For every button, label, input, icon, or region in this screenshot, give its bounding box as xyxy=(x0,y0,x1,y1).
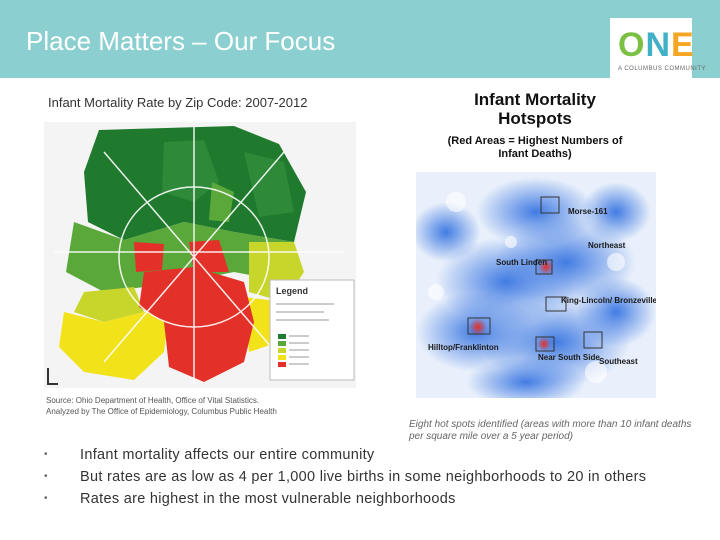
hotspots-title: Infant Mortality Hotspots xyxy=(420,90,650,128)
zip-code-map: Legend xyxy=(44,122,356,388)
list-item: • Infant mortality affects our entire com… xyxy=(44,444,704,466)
list-item: • But rates are as low as 4 per 1,000 liv… xyxy=(44,466,704,488)
hotspot-label-near-south: Near South Side xyxy=(538,353,600,362)
logo-text: ONE xyxy=(618,26,695,64)
bullet-text: Infant mortality affects our entire comm… xyxy=(80,447,375,463)
hotspot-label-morse: Morse-161 xyxy=(568,207,608,216)
bullet-icon: • xyxy=(44,471,48,482)
hotspot-map-graphic: Morse-161 Northeast South Linden King-Li… xyxy=(411,172,658,407)
hotspots-title-line1: Infant Mortality xyxy=(474,90,596,109)
hotspot-label-northeast: Northeast xyxy=(588,241,626,250)
header-banner: Place Matters – Our Focus xyxy=(0,0,720,78)
bullet-text: Rates are highest in the most vulnerable… xyxy=(80,491,456,507)
hotspot-label-hilltop: Hilltop/Franklinton xyxy=(428,343,499,352)
hotspots-subtitle: (Red Areas = Highest Numbers of Infant D… xyxy=(420,135,650,161)
map-source: Source: Ohio Department of Health, Offic… xyxy=(46,395,277,417)
bullet-icon: • xyxy=(44,493,48,504)
bullet-list: • Infant mortality affects our entire com… xyxy=(44,444,704,510)
map-source-line1: Source: Ohio Department of Health, Offic… xyxy=(46,396,260,405)
bullet-text: But rates are as low as 4 per 1,000 live… xyxy=(80,469,647,485)
hotspots-title-line2: Hotspots xyxy=(498,109,572,128)
slide-title: Place Matters – Our Focus xyxy=(26,26,336,56)
hotspots-subtitle-line2: Infant Deaths) xyxy=(498,148,572,160)
hotspot-label-king-lincoln: King-Lincoln/ Bronzeville xyxy=(561,296,656,305)
logo-subtext: A COLUMBUS COMMUNITY xyxy=(618,66,707,72)
map-label: Infant Mortality Rate by Zip Code: 2007-… xyxy=(48,95,308,110)
zip-code-map-graphic: Legend xyxy=(44,122,356,388)
hotspot-map: Morse-161 Northeast South Linden King-Li… xyxy=(411,172,658,407)
hotspot-label-south-linden: South Linden xyxy=(496,258,547,267)
map-legend-title: Legend xyxy=(276,286,308,296)
hotspot-label-southeast: Southeast xyxy=(599,357,638,366)
hotspots-subtitle-line1: (Red Areas = Highest Numbers of xyxy=(447,135,623,147)
north-arrow-icon xyxy=(47,368,58,385)
map-source-line2: Analyzed by The Office of Epidemiology, … xyxy=(46,407,277,416)
one-logo: ONE A COLUMBUS COMMUNITY xyxy=(610,18,706,78)
bullet-icon: • xyxy=(44,449,48,460)
list-item: • Rates are highest in the most vulnerabl… xyxy=(44,488,704,510)
hotspot-caption: Eight hot spots identified (areas with m… xyxy=(409,419,692,442)
